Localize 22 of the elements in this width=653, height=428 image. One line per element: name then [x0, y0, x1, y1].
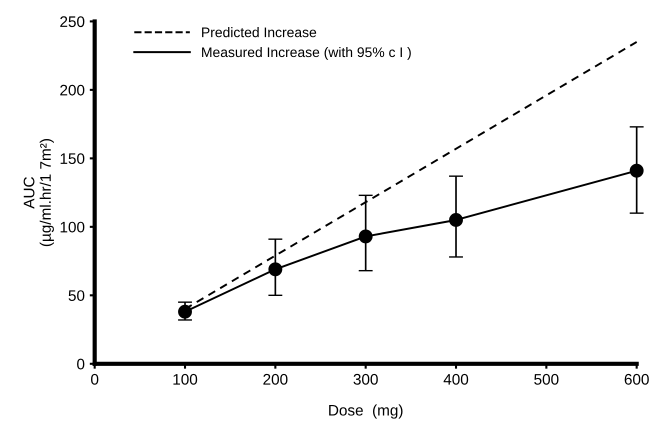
y-tick-label: 150 — [60, 153, 84, 164]
x-tick-label: 200 — [263, 374, 288, 385]
point — [268, 262, 282, 276]
legend-label: Predicted Increase — [202, 27, 316, 38]
point — [178, 304, 192, 319]
y-tick-label: 200 — [60, 84, 84, 96]
point — [358, 229, 373, 244]
point — [449, 213, 463, 227]
x-axis-title: Dose (mg) — [329, 404, 403, 419]
y-tick-label: 0 — [77, 358, 84, 370]
x-tick-label: 100 — [173, 374, 198, 385]
x-tick-label: 600 — [624, 374, 649, 385]
y-tick-label: 250 — [60, 16, 84, 28]
x-tick-label: 0 — [91, 374, 98, 385]
point — [630, 164, 644, 178]
y-tick-label: 100 — [60, 222, 84, 233]
x-tick-label: 400 — [444, 374, 468, 385]
y-tick-label: 50 — [68, 290, 84, 302]
y-axis-title: AUC (µg/ml.hr/1 7m²) — [24, 139, 54, 246]
x-tick-label: 500 — [534, 374, 558, 385]
x-tick-label: 300 — [354, 374, 378, 385]
legend-label: Measured Increase (with 95% c I ) — [202, 46, 411, 60]
